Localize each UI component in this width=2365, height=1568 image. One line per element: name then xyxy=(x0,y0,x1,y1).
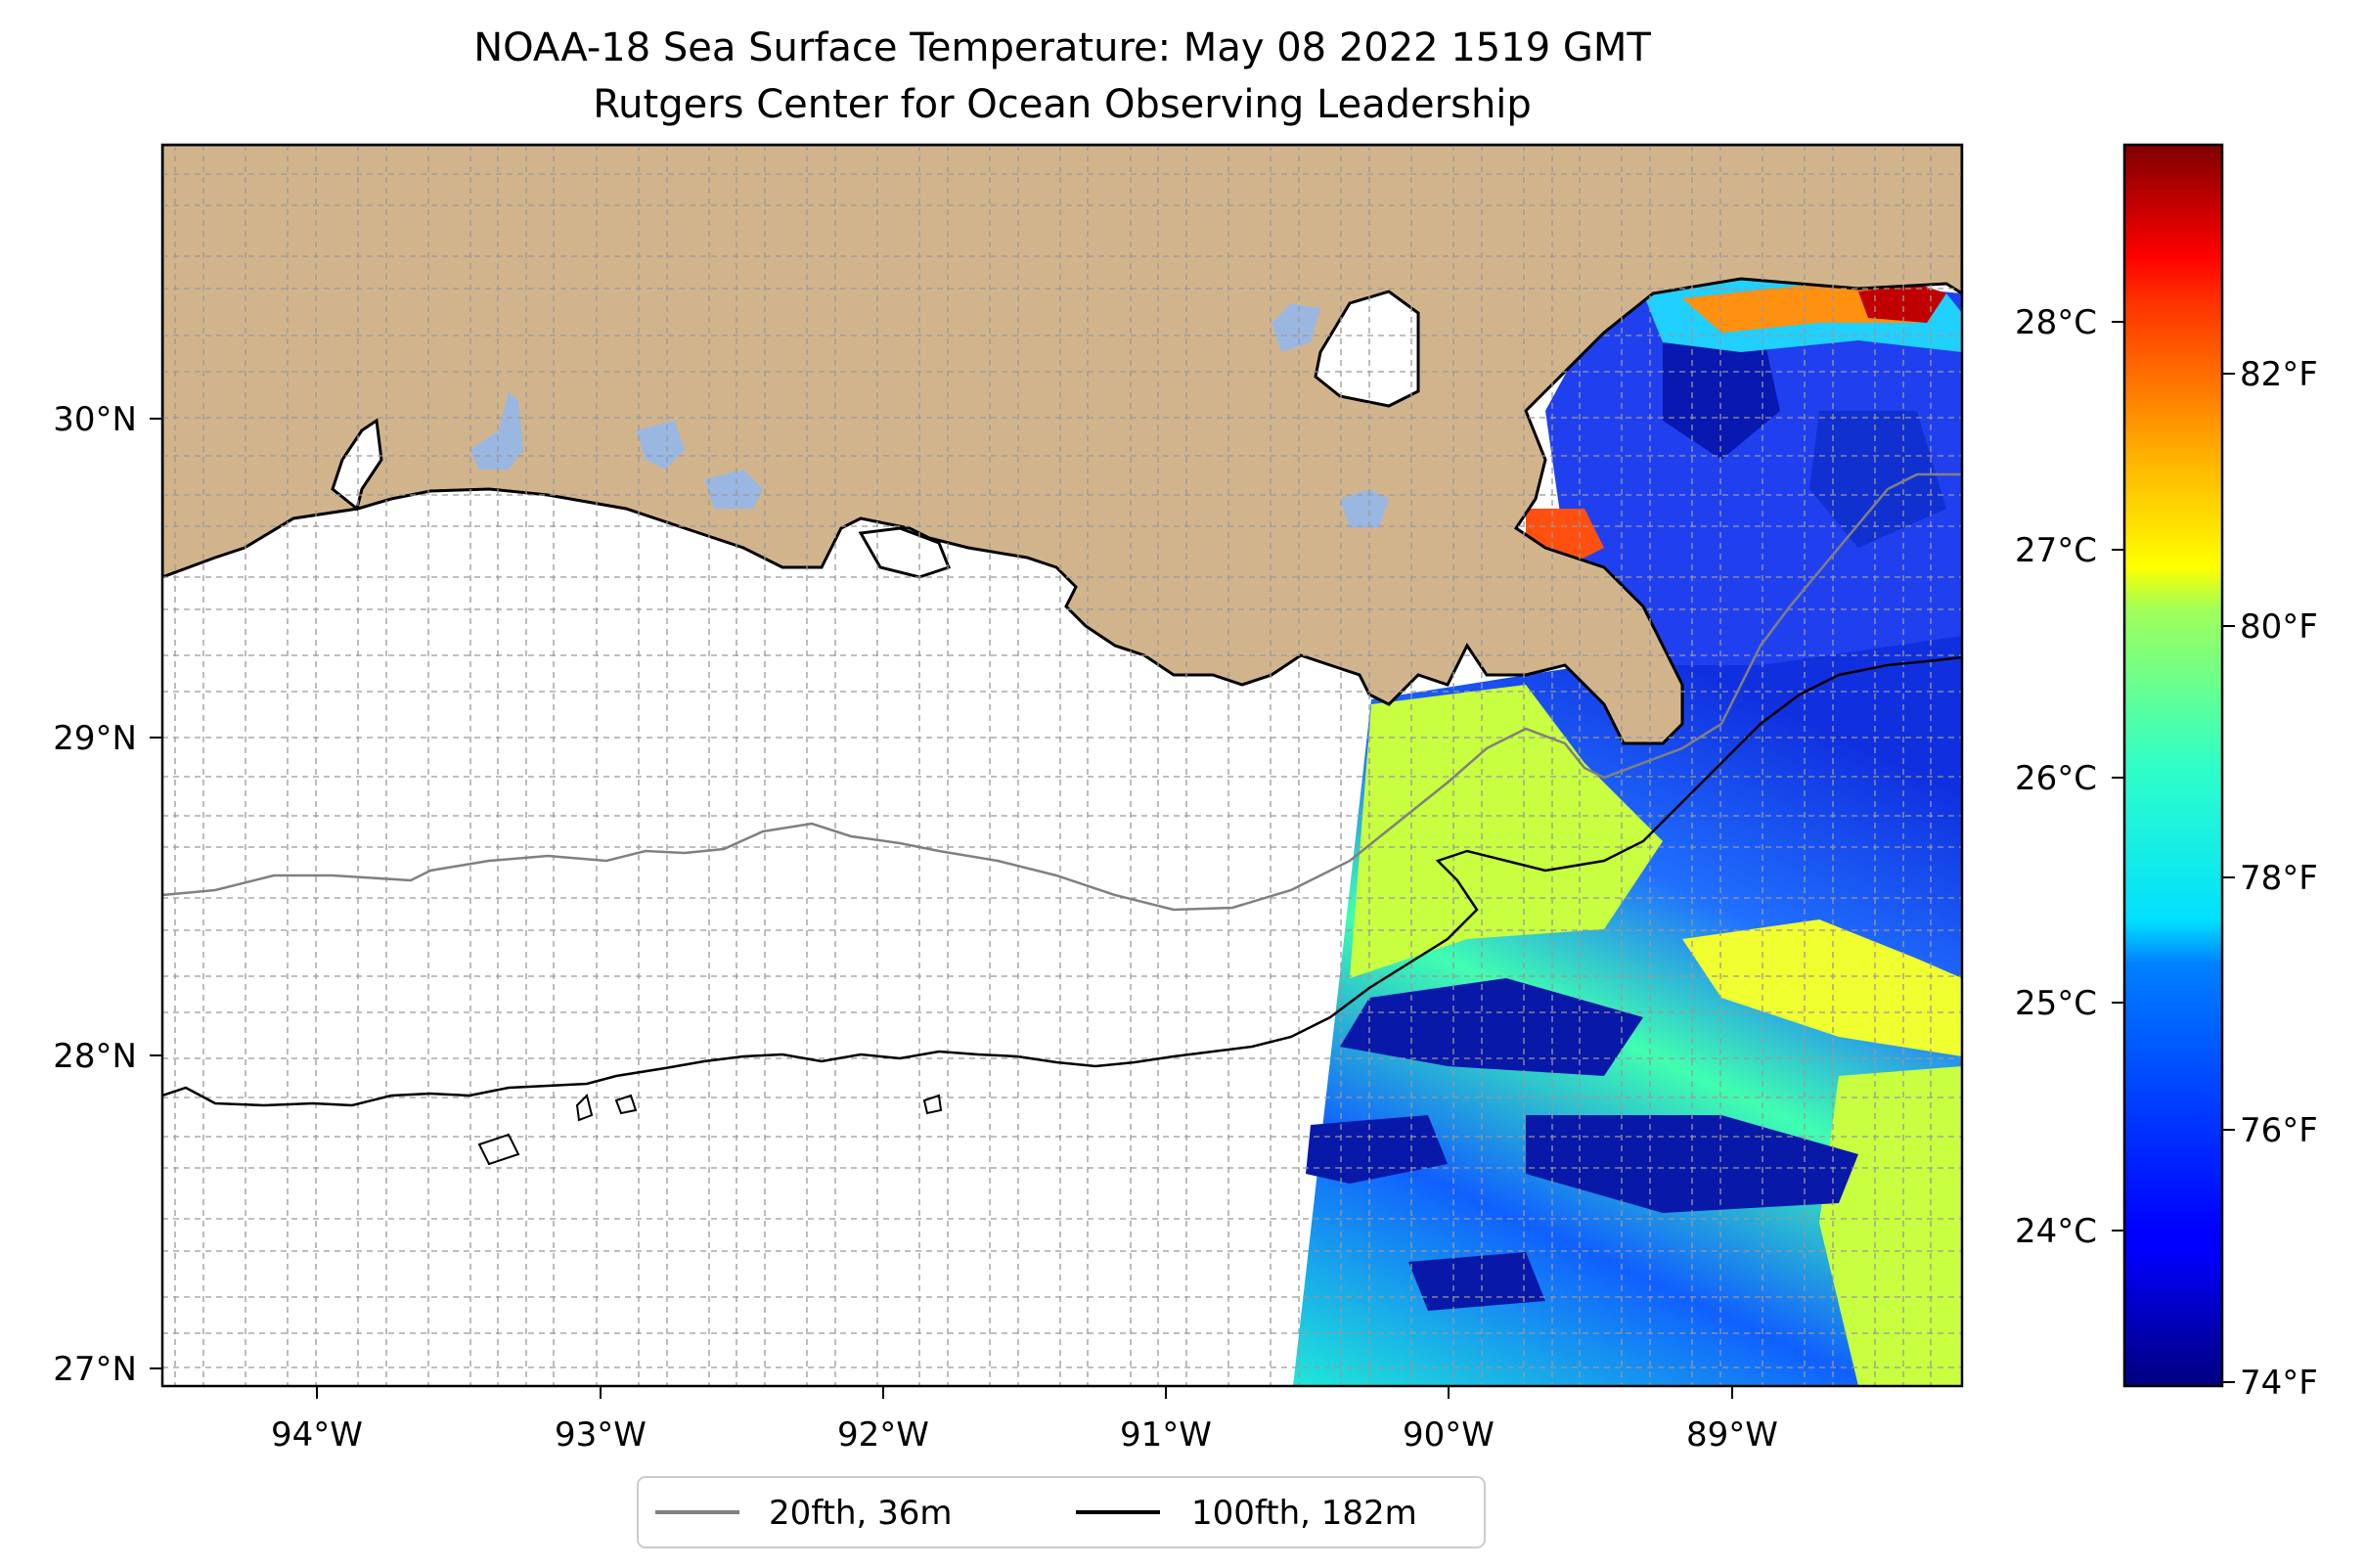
vermilion-bay xyxy=(858,526,951,579)
land-area xyxy=(162,145,1962,745)
y-tick-label: 28°N xyxy=(53,1037,137,1076)
y-tick-label: 30°N xyxy=(53,400,137,439)
offshore-features xyxy=(477,1094,943,1166)
x-axis xyxy=(316,1386,1733,1399)
colorbar-celsius-label: 25°C xyxy=(2015,984,2097,1023)
y-axis xyxy=(150,418,162,1369)
map-grid xyxy=(162,145,1962,1386)
colorbar-fahrenheit-label: 82°F xyxy=(2240,355,2318,394)
x-tick-label: 92°W xyxy=(837,1415,929,1455)
y-tick-label: 29°N xyxy=(53,719,137,758)
colorbar-fahrenheit-label: 74°F xyxy=(2240,1364,2318,1403)
x-tick-label: 94°W xyxy=(271,1415,363,1455)
colorbar-celsius-label: 27°C xyxy=(2015,531,2097,570)
isobath-20fth xyxy=(162,472,1962,912)
map-frame xyxy=(160,143,1964,1388)
colorbar-fahrenheit-label: 78°F xyxy=(2240,859,2318,898)
colorbar-celsius-ticks xyxy=(2112,321,2124,1232)
legend: 20fth, 36m 100fth, 182m xyxy=(637,1476,1486,1548)
legend-label-20fth: 20fth, 36m xyxy=(769,1494,953,1533)
colorbar-celsius-label: 26°C xyxy=(2015,759,2097,798)
colorbar-celsius-label: 28°C xyxy=(2015,303,2097,342)
map-title-line1: NOAA-18 Sea Surface Temperature: May 08 … xyxy=(473,25,1651,70)
colorbar xyxy=(2122,143,2224,1388)
x-tick-label: 93°W xyxy=(555,1415,647,1455)
map-title-line2: Rutgers Center for Ocean Observing Leade… xyxy=(593,82,1532,127)
x-tick-label: 91°W xyxy=(1120,1415,1212,1455)
colorbar-celsius-label: 24°C xyxy=(2015,1212,2097,1251)
x-tick-label: 89°W xyxy=(1686,1415,1778,1455)
colorbar-fahrenheit-ticks xyxy=(2222,373,2235,1383)
isobath-100fth xyxy=(162,655,1962,1107)
colorbar-fahrenheit-label: 80°F xyxy=(2240,607,2318,647)
map-area xyxy=(162,145,1962,1386)
legend-box xyxy=(637,1476,1486,1548)
lakes xyxy=(469,303,1389,528)
legend-label-100fth: 100fth, 182m xyxy=(1191,1494,1417,1533)
y-tick-label: 27°N xyxy=(53,1350,137,1389)
x-tick-label: 90°W xyxy=(1403,1415,1495,1455)
sst-swath xyxy=(1293,276,1962,1386)
colorbar-fahrenheit-label: 76°F xyxy=(2240,1111,2318,1150)
